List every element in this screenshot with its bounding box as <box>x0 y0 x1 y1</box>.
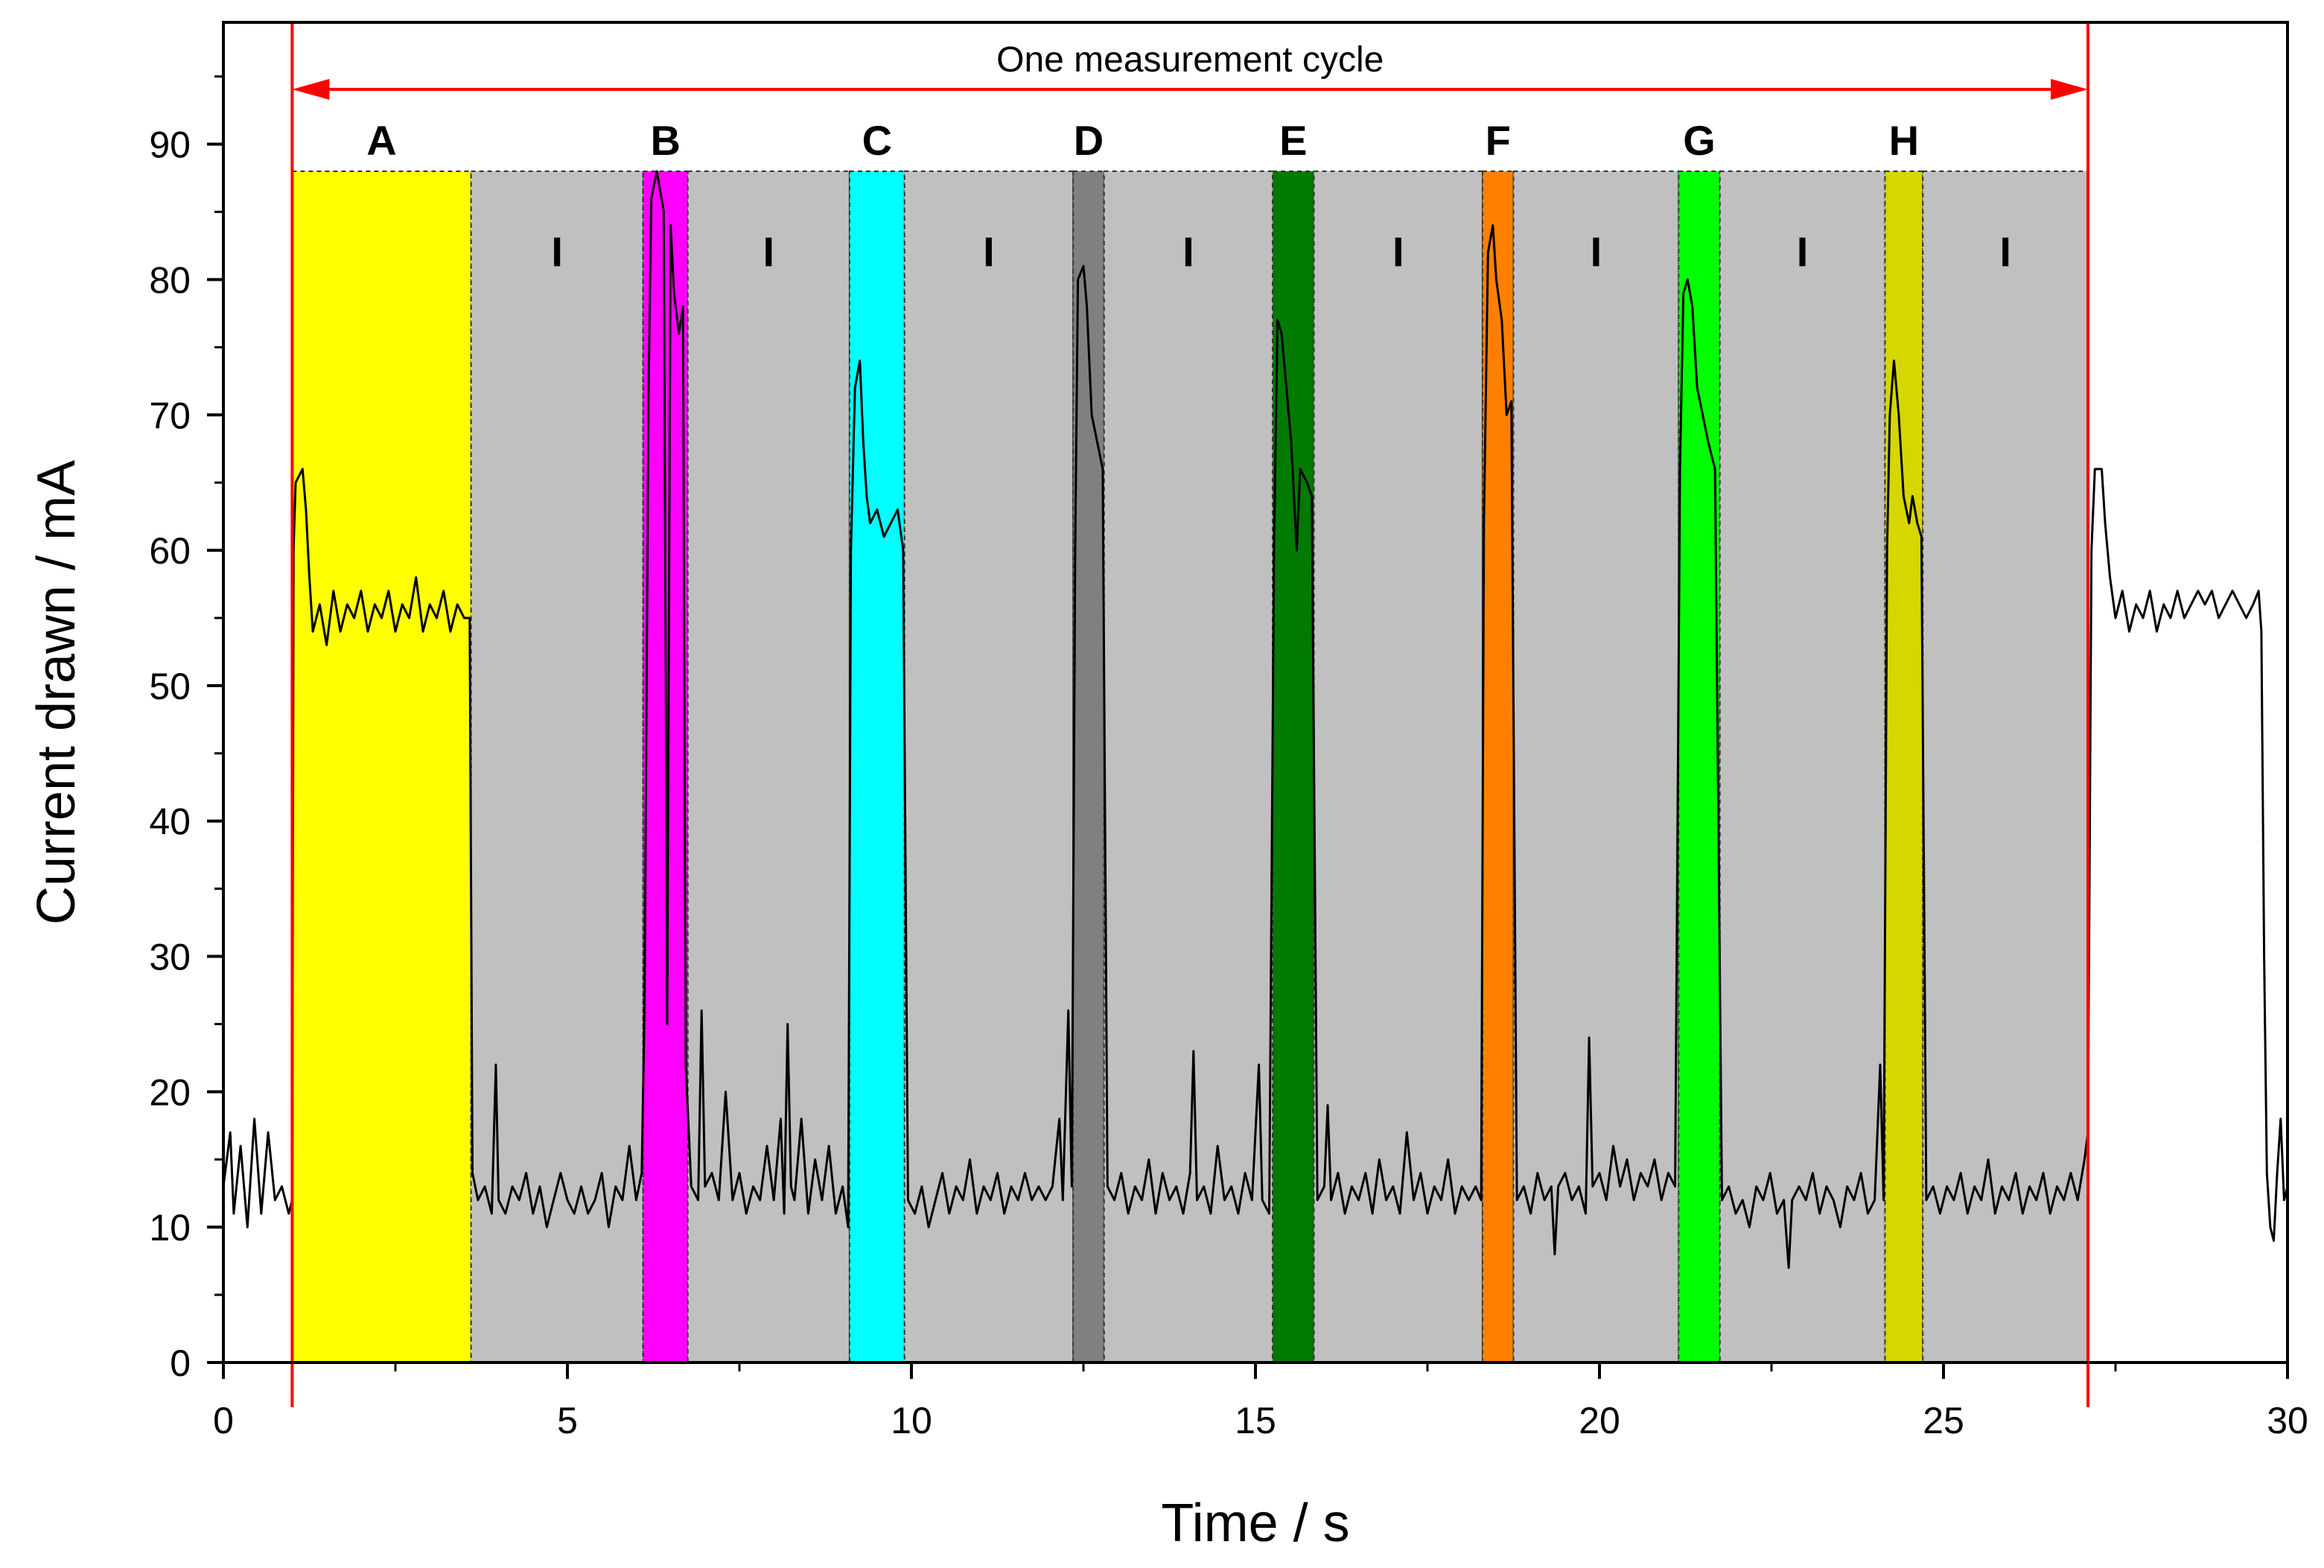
region-c-4 <box>848 170 905 1363</box>
y-tick-label-0: 0 <box>170 1342 191 1384</box>
x-tick-label-6: 30 <box>2267 1400 2308 1441</box>
current-series <box>222 170 2289 1269</box>
x-tick-label-4: 20 <box>1579 1400 1620 1441</box>
region-h-14 <box>1884 170 1924 1363</box>
x-tick-label-5: 25 <box>1923 1400 1964 1441</box>
y-tick-label-3: 30 <box>149 937 191 978</box>
region-label-h-14: H <box>1889 117 1919 164</box>
x-tick-label-1: 5 <box>557 1400 578 1441</box>
y-tick-label-4: 40 <box>149 801 191 843</box>
region-i-5 <box>903 170 1075 1363</box>
region-label-f-10: F <box>1486 117 1511 164</box>
region-label-a-0: A <box>366 117 396 164</box>
region-label-i-15: I <box>1999 228 2011 275</box>
region-label-i-1: I <box>551 228 563 275</box>
region-label-i-3: I <box>763 228 774 275</box>
region-label-i-7: I <box>1182 228 1194 275</box>
region-label-d-6: D <box>1074 117 1104 164</box>
axes: 0 5 10 15 20 25 30 0 10 20 30 40 50 60 70 80 90 <box>149 75 2308 1441</box>
y-tick-label-2: 20 <box>149 1071 191 1113</box>
region-i-3 <box>687 170 850 1363</box>
region-label-i-5: I <box>983 228 995 275</box>
region-g-12 <box>1678 170 1721 1363</box>
region-e-8 <box>1272 170 1315 1363</box>
cycle-label: One measurement cycle <box>996 40 1384 80</box>
series-line-0 <box>222 170 2289 1269</box>
region-label-i-9: I <box>1392 228 1404 275</box>
region-label-c-4: C <box>862 117 892 164</box>
region-label-i-11: I <box>1591 228 1602 275</box>
measurement-cycle <box>290 22 2090 1407</box>
region-label-g-12: G <box>1683 117 1716 164</box>
region-label-e-8: E <box>1279 117 1307 164</box>
region-label-b-2: B <box>650 117 680 164</box>
y-tick-label-6: 60 <box>149 530 191 572</box>
y-tick-label-1: 10 <box>149 1207 191 1249</box>
y-tick-label-9: 90 <box>149 124 191 166</box>
y-tick-label-7: 70 <box>149 395 191 436</box>
region-i-9 <box>1313 170 1483 1363</box>
x-tick-label-3: 15 <box>1235 1400 1276 1441</box>
x-axis-title: Time / s <box>1161 1494 1349 1553</box>
y-tick-label-8: 80 <box>149 259 191 301</box>
region-i-13 <box>1719 170 1886 1363</box>
cycle-arrow-left-head <box>292 79 330 100</box>
x-tick-label-2: 10 <box>891 1400 932 1441</box>
cycle-arrow-right-head <box>2051 79 2089 100</box>
region-i-1 <box>470 170 644 1363</box>
region-i-11 <box>1512 170 1680 1363</box>
y-tick-label-5: 50 <box>149 666 191 707</box>
region-label-i-13: I <box>1797 228 1809 275</box>
y-axis-title: Current drawn / mA <box>27 460 86 925</box>
region-a-0 <box>291 170 472 1363</box>
region-i-15 <box>1922 170 2089 1363</box>
x-tick-label-0: 0 <box>213 1400 234 1441</box>
